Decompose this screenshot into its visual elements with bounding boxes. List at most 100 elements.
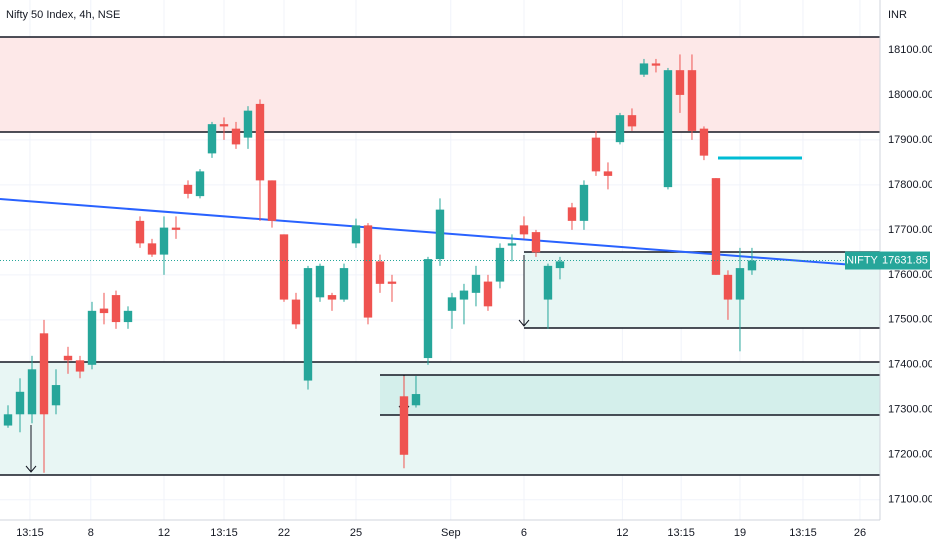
- candle-body: [231, 128, 241, 145]
- candle-body: [399, 396, 409, 455]
- candle-body: [303, 268, 313, 381]
- candle-body: [699, 128, 709, 156]
- time-axis: [0, 520, 880, 550]
- candle-body: [183, 184, 193, 194]
- candle-body: [435, 209, 445, 260]
- y-tick-label: 17500.00: [888, 314, 932, 326]
- candle-body: [459, 290, 469, 300]
- candle-body: [315, 265, 325, 298]
- x-tick-label: 13:15: [789, 527, 817, 539]
- candle-body: [267, 180, 277, 221]
- arrow: [25, 425, 37, 473]
- x-tick-label: 13:15: [210, 527, 238, 539]
- x-tick-label: 8: [88, 527, 94, 539]
- candle-body: [375, 261, 385, 284]
- candle-body: [543, 265, 553, 300]
- candle-body: [723, 274, 733, 300]
- candle-body: [63, 355, 73, 361]
- candle-body: [351, 225, 361, 244]
- supply-zone: [0, 37, 880, 132]
- candle-body: [507, 243, 517, 246]
- symbol-label: NIFTY: [846, 254, 878, 266]
- candle-body: [243, 110, 253, 138]
- candle-body: [219, 124, 229, 127]
- candle-body: [15, 391, 25, 415]
- candle-body: [579, 184, 589, 221]
- x-tick-label: 22: [278, 527, 290, 539]
- y-tick-label: 17400.00: [888, 359, 932, 371]
- x-tick-label: 12: [616, 527, 628, 539]
- demand-box: [380, 375, 880, 415]
- x-tick-label: Sep: [441, 527, 461, 539]
- y-tick-label: 17100.00: [888, 494, 932, 506]
- arrow: [518, 255, 530, 327]
- candle-body: [147, 243, 157, 255]
- candle-body: [687, 70, 697, 131]
- candle-body: [603, 171, 613, 176]
- candle-body: [531, 232, 541, 253]
- last-price-label: 17631.85: [882, 254, 928, 266]
- candle-body: [111, 295, 121, 323]
- y-tick-label: 17800.00: [888, 179, 932, 191]
- candle-body: [591, 137, 601, 172]
- candle-body: [3, 414, 13, 426]
- y-tick-label: 17600.00: [888, 269, 932, 281]
- x-tick-label: 6: [521, 527, 527, 539]
- candle-body: [471, 274, 481, 293]
- candle-body: [387, 281, 397, 284]
- symbol-tag: [845, 251, 880, 270]
- x-tick-label: 25: [350, 527, 362, 539]
- chart-title: Nifty 50 Index, 4h, NSE: [6, 9, 120, 21]
- last-price-tag: [880, 251, 930, 270]
- y-tick-label: 17300.00: [888, 404, 932, 416]
- candle-body: [207, 124, 217, 154]
- y-tick-label: 17900.00: [888, 134, 932, 146]
- y-tick-label: 17700.00: [888, 224, 932, 236]
- x-tick-label: 13:15: [667, 527, 695, 539]
- candle-body: [363, 225, 373, 318]
- candle-body: [735, 268, 745, 300]
- axes: 17100.00 17200.00 17300.00 17400.00 17500.00…: [16, 44, 932, 539]
- candle-body: [291, 299, 301, 325]
- price-axis: [880, 0, 932, 550]
- candle-body: [651, 63, 661, 66]
- demand-box: [524, 252, 880, 328]
- candle-body: [135, 220, 145, 244]
- candle-body: [447, 297, 457, 311]
- candle-body: [339, 268, 349, 300]
- candle-body: [639, 63, 649, 75]
- x-tick-label: 19: [734, 527, 746, 539]
- candle-body: [423, 259, 433, 359]
- candle-body: [255, 103, 265, 181]
- x-tick-label: 26: [854, 527, 866, 539]
- y-tick-label: 18000.00: [888, 89, 932, 101]
- y-tick-label: 17200.00: [888, 449, 932, 461]
- candle-body: [51, 385, 61, 406]
- candle-body: [327, 295, 337, 300]
- candle-body: [627, 115, 637, 127]
- candles: [0, 54, 880, 473]
- candle-body: [483, 281, 493, 307]
- candle-body: [99, 308, 109, 314]
- candle-body: [27, 369, 37, 415]
- candle-body: [555, 261, 565, 269]
- x-tick-label: 12: [158, 527, 170, 539]
- candle-body: [747, 260, 757, 271]
- candle-body: [159, 227, 169, 255]
- candle-body: [495, 247, 505, 282]
- candle-body: [675, 70, 685, 95]
- candle-body: [75, 360, 85, 372]
- candle-body: [411, 394, 421, 406]
- candle-body: [567, 207, 577, 221]
- x-tick-label: 13:15: [16, 527, 44, 539]
- candle-body: [711, 178, 721, 275]
- candle-body: [195, 171, 205, 197]
- candle-body: [39, 333, 49, 415]
- candle-body: [171, 227, 181, 230]
- candle-body: [615, 115, 625, 143]
- candle-body: [663, 70, 673, 188]
- candle-body: [87, 310, 97, 365]
- y-tick-label: 18100.00: [888, 44, 932, 56]
